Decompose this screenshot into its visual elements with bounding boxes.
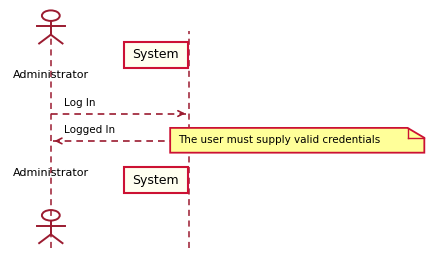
Text: The user must supply valid credentials: The user must supply valid credentials <box>178 135 381 145</box>
Text: Logged In: Logged In <box>64 125 115 135</box>
Text: Administrator: Administrator <box>13 70 89 80</box>
Text: Administrator: Administrator <box>13 168 89 178</box>
Polygon shape <box>170 128 424 153</box>
FancyBboxPatch shape <box>124 42 188 68</box>
Text: Log In: Log In <box>64 98 95 108</box>
Text: System: System <box>133 174 179 187</box>
Text: System: System <box>133 48 179 61</box>
FancyBboxPatch shape <box>124 167 188 193</box>
